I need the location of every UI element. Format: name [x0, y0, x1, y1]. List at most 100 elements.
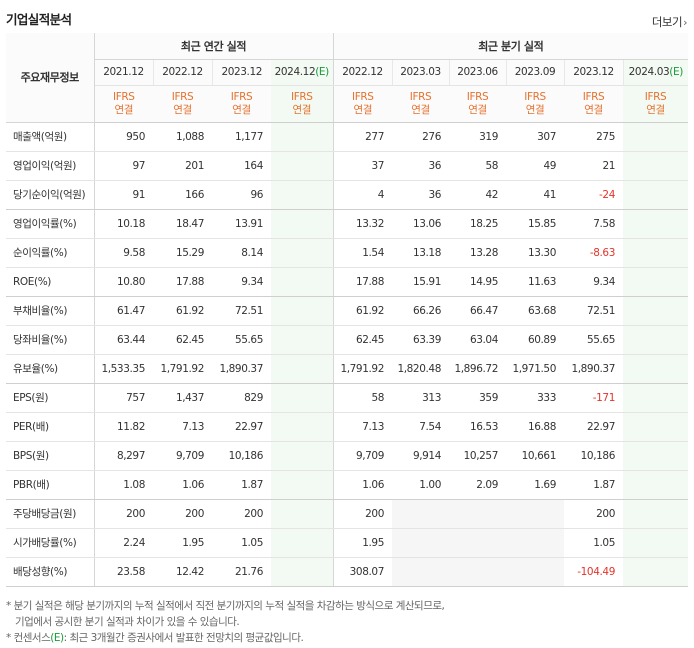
- annual-cell: 10.18: [94, 209, 153, 239]
- row-label: 시가배당률(%): [6, 528, 95, 558]
- quarterly-cell: 63.04: [449, 325, 506, 355]
- quarterly-cell: 276: [392, 122, 449, 152]
- quarterly-cell: 13.06: [392, 209, 449, 239]
- quarterly-cell: 36: [392, 180, 449, 210]
- row-label: 당기순이익(억원): [6, 180, 95, 210]
- annual-cell: 91: [94, 180, 153, 210]
- quarterly-cell: 7.13: [333, 412, 392, 442]
- table-row: 배당성향(%) 23.58 12.42 21.76 308.07 -104.49: [6, 557, 689, 587]
- quarterly-cell: 11.63: [506, 267, 564, 297]
- quarterly-cell: 7.58: [564, 209, 623, 239]
- row-label: 순이익률(%): [6, 238, 95, 268]
- quarterly-cell: [623, 122, 689, 152]
- quarterly-period-header: 2023.03: [391, 59, 449, 86]
- quarterly-cell: 307: [506, 122, 564, 152]
- annual-cell: 9,709: [153, 441, 212, 471]
- ifrs-label: IFRS 연결: [623, 85, 689, 123]
- annual-cell: [271, 528, 334, 558]
- quarterly-cell: 13.28: [449, 238, 506, 268]
- annual-cell: 2.24: [94, 528, 153, 558]
- quarterly-cell: 1.54: [333, 238, 392, 268]
- quarterly-cell: [506, 499, 564, 529]
- quarterly-cell: -171: [564, 383, 623, 413]
- ifrs-line2: 연결: [646, 103, 665, 116]
- quarterly-cell: 313: [392, 383, 449, 413]
- quarterly-cell: 277: [333, 122, 392, 152]
- annual-cell: 1.05: [212, 528, 271, 558]
- quarterly-cell: 2.09: [449, 470, 506, 500]
- quarterly-period-header: 2024.03(E): [622, 59, 689, 86]
- annual-cell: 61.92: [153, 296, 212, 326]
- quarterly-cell: 61.92: [333, 296, 392, 326]
- annual-cell: 96: [212, 180, 271, 210]
- annual-cell: 950: [94, 122, 153, 152]
- quarterly-cell: [623, 267, 689, 297]
- row-label: EPS(원): [6, 383, 95, 413]
- annual-cell: [271, 209, 334, 239]
- annual-cell: 201: [153, 151, 212, 181]
- annual-cell: [271, 151, 334, 181]
- financial-summary-table: 주요재무정보 최근 연간 실적 최근 분기 실적 2021.12 2022.12 2023…: [6, 33, 689, 587]
- row-label: 영업이익률(%): [6, 209, 95, 239]
- annual-cell: 1.06: [153, 470, 212, 500]
- period-label: 2022.12: [342, 66, 383, 78]
- annual-cell: 22.97: [212, 412, 271, 442]
- annual-cell: [271, 354, 334, 384]
- ifrs-line2: 연결: [411, 103, 430, 116]
- quarterly-cell: 4: [333, 180, 392, 210]
- quarterly-cell: 1.00: [392, 470, 449, 500]
- row-label: PER(배): [6, 412, 95, 442]
- quarterly-cell: 58: [449, 151, 506, 181]
- ifrs-line1: IFRS: [291, 90, 313, 103]
- annual-cell: 1,890.37: [212, 354, 271, 384]
- quarterly-cell: 1.05: [564, 528, 623, 558]
- annual-cell: 1.95: [153, 528, 212, 558]
- more-link[interactable]: 더보기›: [652, 14, 688, 30]
- quarterly-period-header: 2022.12: [333, 59, 392, 86]
- quarterly-cell: [449, 557, 506, 587]
- quarterly-cell: [623, 441, 689, 471]
- row-label: 부채비율(%): [6, 296, 95, 326]
- table-row: 당좌비율(%) 63.44 62.45 55.65 62.45 63.39 63.04 60.…: [6, 325, 689, 355]
- quarterly-group-header: 최근 분기 실적: [333, 33, 689, 60]
- quarterly-cell: 1,971.50: [506, 354, 564, 384]
- quarterly-cell: [623, 528, 689, 558]
- quarterly-cell: 1,890.37: [564, 354, 623, 384]
- table-row: 영업이익률(%) 10.18 18.47 13.91 13.32 13.06 18.25 15…: [6, 209, 689, 239]
- annual-cell: 61.47: [94, 296, 153, 326]
- annual-cell: [271, 557, 334, 587]
- annual-cell: [271, 383, 334, 413]
- annual-cell: 21.76: [212, 557, 271, 587]
- quarterly-cell: 16.53: [449, 412, 506, 442]
- ifrs-line1: IFRS: [644, 90, 667, 103]
- quarterly-cell: [392, 557, 449, 587]
- quarterly-cell: 36: [392, 151, 449, 181]
- footnote-consensus-text: : 최근 3개월간 증권사에서 발표한 전망치의 평균값입니다.: [63, 632, 304, 644]
- annual-cell: 829: [212, 383, 271, 413]
- table-row: 유보율(%) 1,533.35 1,791.92 1,890.37 1,791.92 1,…: [6, 354, 689, 384]
- ifrs-label: IFRS 연결: [271, 85, 334, 123]
- table-row: 시가배당률(%) 2.24 1.95 1.05 1.95 1.05: [6, 528, 689, 558]
- annual-cell: [271, 267, 334, 297]
- quarterly-cell: 9,914: [392, 441, 449, 471]
- annual-period-header: 2023.12: [211, 59, 271, 86]
- table-row: PBR(배) 1.08 1.06 1.87 1.06 1.00 2.09 1.69 1.87: [6, 470, 689, 500]
- row-label: PBR(배): [6, 470, 95, 500]
- annual-cell: 1.08: [94, 470, 153, 500]
- quarterly-cell: 1,820.48: [392, 354, 449, 384]
- annual-cell: [271, 180, 334, 210]
- annual-cell: 18.47: [153, 209, 212, 239]
- ifrs-line1: IFRS: [113, 90, 135, 103]
- row-label: 유보율(%): [6, 354, 95, 384]
- quarterly-cell: 319: [449, 122, 506, 152]
- ifrs-label: IFRS 연결: [564, 85, 623, 123]
- quarterly-cell: -104.49: [564, 557, 623, 587]
- period-label: 2024.03: [628, 66, 670, 78]
- quarterly-cell: 18.25: [449, 209, 506, 239]
- quarterly-cell: 333: [506, 383, 564, 413]
- estimate-mark: (E): [50, 632, 64, 644]
- annual-cell: 200: [153, 499, 212, 529]
- quarterly-cell: 58: [333, 383, 392, 413]
- quarterly-cell: 200: [333, 499, 392, 529]
- annual-period-header: 2024.12(E): [271, 59, 334, 86]
